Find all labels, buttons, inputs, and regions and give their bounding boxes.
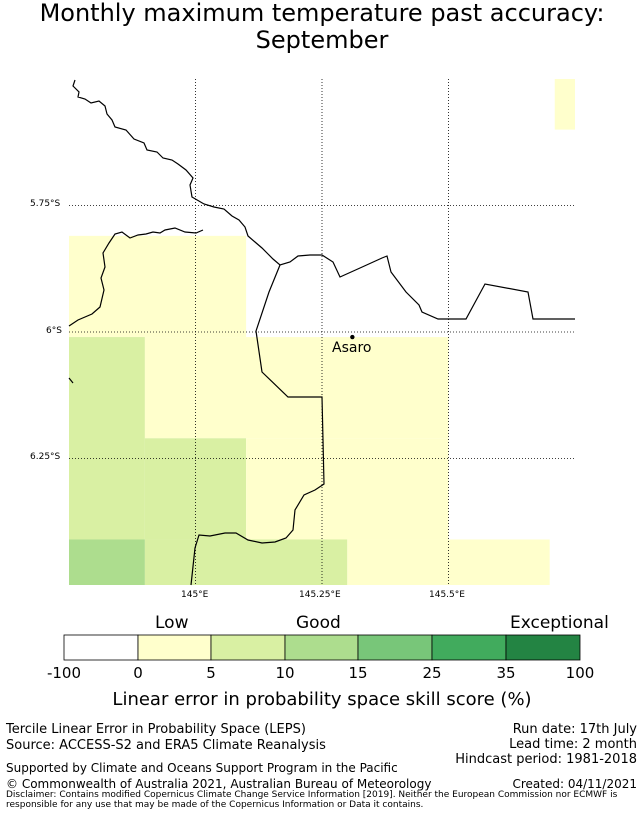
- footer-lead-time: Lead time: 2 month: [509, 737, 637, 752]
- gridlines: [69, 79, 575, 585]
- skill-cell: [554, 79, 575, 130]
- lat-label-6: 6°S: [46, 326, 62, 336]
- border: [190, 264, 325, 586]
- footer-support: Supported by Climate and Oceans Support …: [6, 761, 398, 775]
- footer-created: Created: 04/11/2021: [512, 777, 637, 791]
- skill-cell: [144, 438, 247, 540]
- colorbar-tick-6: 35: [496, 664, 516, 682]
- skill-cell: [144, 337, 449, 439]
- coastline-west: [68, 227, 204, 327]
- colorbar-tick-3: 10: [275, 664, 295, 682]
- lon-label-145: 145°E: [181, 590, 209, 600]
- colorbar-tick-2: 5: [206, 664, 216, 682]
- place-label-asaro: Asaro: [332, 340, 372, 356]
- colorbar-label-low: Low: [155, 613, 189, 633]
- footer-run-date: Run date: 17th July: [512, 722, 637, 737]
- skill-cell: [69, 337, 145, 540]
- title-line-1: Monthly maximum temperature past accurac…: [39, 0, 605, 27]
- colorbar-tick-5: 25: [422, 664, 442, 682]
- colorbar-title: Linear error in probability space skill …: [112, 689, 532, 710]
- lat-label-6-25: 6.25°S: [30, 452, 61, 462]
- skill-cells: [69, 79, 575, 585]
- skill-cell: [69, 235, 247, 338]
- lon-label-145-5: 145.5°E: [429, 590, 465, 600]
- colorbar-tick-0: -100: [46, 664, 82, 682]
- footer-source: Source: ACCESS-S2 and ERA5 Climate Reana…: [6, 738, 326, 753]
- colorbar-tick-7: 100: [565, 664, 595, 682]
- colorbar-label-good: Good: [296, 613, 341, 633]
- skill-cell: [246, 438, 449, 540]
- coastline-north: [72, 79, 575, 320]
- footer-copyright: © Commonwealth of Australia 2021, Austra…: [6, 777, 432, 791]
- skill-cell: [69, 539, 145, 585]
- asaro-marker-icon: [350, 334, 355, 340]
- coastline-and-border: [68, 79, 575, 586]
- lon-label-145-25: 145.25°E: [299, 590, 341, 600]
- lat-label-5-75: 5.75°S: [30, 199, 61, 209]
- colorbar-label-exceptional: Exceptional: [510, 613, 609, 633]
- title-line-2: September: [255, 26, 389, 54]
- coastline-stub: [68, 377, 74, 384]
- skill-cell: [144, 539, 348, 585]
- colorbar-tick-4: 15: [348, 664, 368, 682]
- footer-hindcast: Hindcast period: 1981-2018: [455, 752, 637, 767]
- footer-disclaimer: Disclaimer: Contains modified Copernicus…: [6, 790, 618, 810]
- footer-method: Tercile Linear Error in Probability Spac…: [6, 722, 306, 737]
- colorbar-tick-1: 0: [133, 664, 143, 682]
